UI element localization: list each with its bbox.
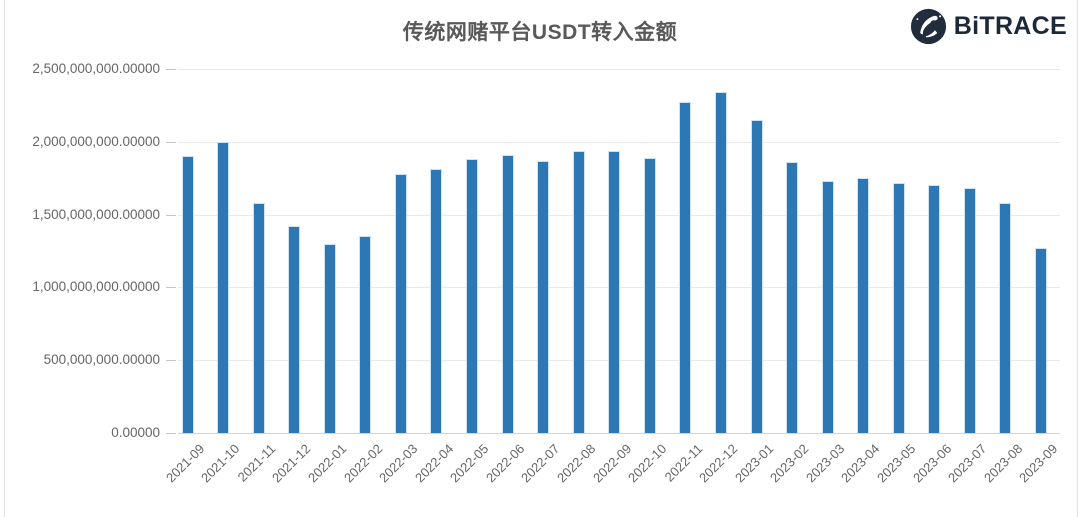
x-axis-label: 2022-02 (340, 441, 385, 486)
bar-2023-07[interactable] (964, 188, 976, 433)
x-axis-label: 2022-10 (625, 441, 670, 486)
y-axis-label: 1,000,000,000.00000 (32, 279, 160, 294)
bar-2022-03[interactable] (395, 174, 407, 433)
bar-2022-09[interactable] (608, 151, 620, 433)
bar-2021-10[interactable] (217, 142, 229, 433)
gridline (178, 142, 1060, 143)
bar-2023-06[interactable] (928, 185, 940, 433)
bar-2022-06[interactable] (502, 155, 514, 433)
x-axis-label: 2022-04 (411, 441, 457, 486)
bar-2022-05[interactable] (466, 159, 478, 433)
x-axis-label: 2023-07 (945, 441, 990, 486)
bitrace-logo-text: BiTRACE (953, 12, 1067, 40)
y-tick-mark (166, 287, 176, 288)
y-tick-mark (166, 433, 176, 434)
x-axis-label: 2023-02 (767, 441, 812, 486)
bar-2023-01[interactable] (751, 120, 763, 433)
bar-2021-12[interactable] (288, 226, 300, 433)
bar-2023-04[interactable] (857, 178, 869, 433)
y-tick-mark (166, 142, 176, 143)
panel-border-left (4, 0, 5, 517)
y-axis-label: 0.00000 (111, 425, 160, 440)
bar-2022-02[interactable] (359, 236, 371, 433)
x-axis-label: 2022-06 (482, 441, 528, 486)
y-tick-mark (166, 69, 176, 70)
x-axis-line (178, 433, 1060, 434)
bar-2022-10[interactable] (644, 158, 656, 433)
bar-2022-12[interactable] (715, 92, 727, 433)
bar-2021-11[interactable] (253, 203, 265, 433)
x-axis-label: 2023-01 (731, 441, 777, 486)
gridline (178, 69, 1060, 70)
x-axis-label: 2023-03 (802, 441, 848, 486)
bitrace-globe-icon (910, 8, 947, 45)
bitrace-logo: BiTRACE (910, 8, 1067, 45)
bar-2023-05[interactable] (893, 183, 905, 433)
x-axis-label: 2022-05 (447, 441, 492, 486)
x-axis-label: 2021-10 (198, 441, 243, 486)
x-axis-label: 2021-12 (269, 441, 314, 486)
y-tick-mark (166, 215, 176, 216)
x-axis-label: 2022-12 (696, 441, 741, 486)
x-axis-label: 2022-08 (553, 441, 599, 486)
x-axis-label: 2021-09 (162, 441, 208, 486)
bar-2023-03[interactable] (822, 181, 834, 433)
x-axis-label: 2023-09 (1016, 441, 1061, 486)
x-axis-label: 2022-09 (589, 441, 634, 486)
bar-2023-08[interactable] (999, 203, 1011, 433)
panel-border-right (1077, 0, 1078, 517)
bar-2022-04[interactable] (430, 169, 442, 433)
bar-2022-01[interactable] (324, 244, 336, 433)
y-axis-label: 1,500,000,000.00000 (32, 207, 160, 222)
bar-2022-11[interactable] (679, 102, 691, 433)
bar-2021-09[interactable] (182, 156, 194, 433)
y-axis-label: 2,000,000,000.00000 (32, 134, 160, 149)
x-axis-label: 2023-08 (980, 441, 1026, 486)
y-tick-mark (166, 360, 176, 361)
x-axis-label: 2022-07 (518, 441, 563, 486)
x-axis-label: 2023-06 (909, 441, 954, 486)
bar-2022-08[interactable] (573, 151, 585, 433)
y-axis-label: 2,500,000,000.00000 (32, 61, 160, 76)
x-axis-label: 2023-05 (874, 441, 919, 486)
bar-2023-02[interactable] (786, 162, 798, 433)
bar-2022-07[interactable] (537, 161, 549, 433)
x-axis-label: 2023-04 (838, 441, 883, 486)
bar-2023-09[interactable] (1035, 248, 1047, 433)
y-axis-label: 500,000,000.00000 (43, 352, 160, 367)
x-axis-label: 2022-01 (305, 441, 350, 486)
x-axis-label: 2022-03 (376, 441, 421, 486)
chart-title: 传统网赌平台USDT转入金额 (402, 21, 678, 44)
